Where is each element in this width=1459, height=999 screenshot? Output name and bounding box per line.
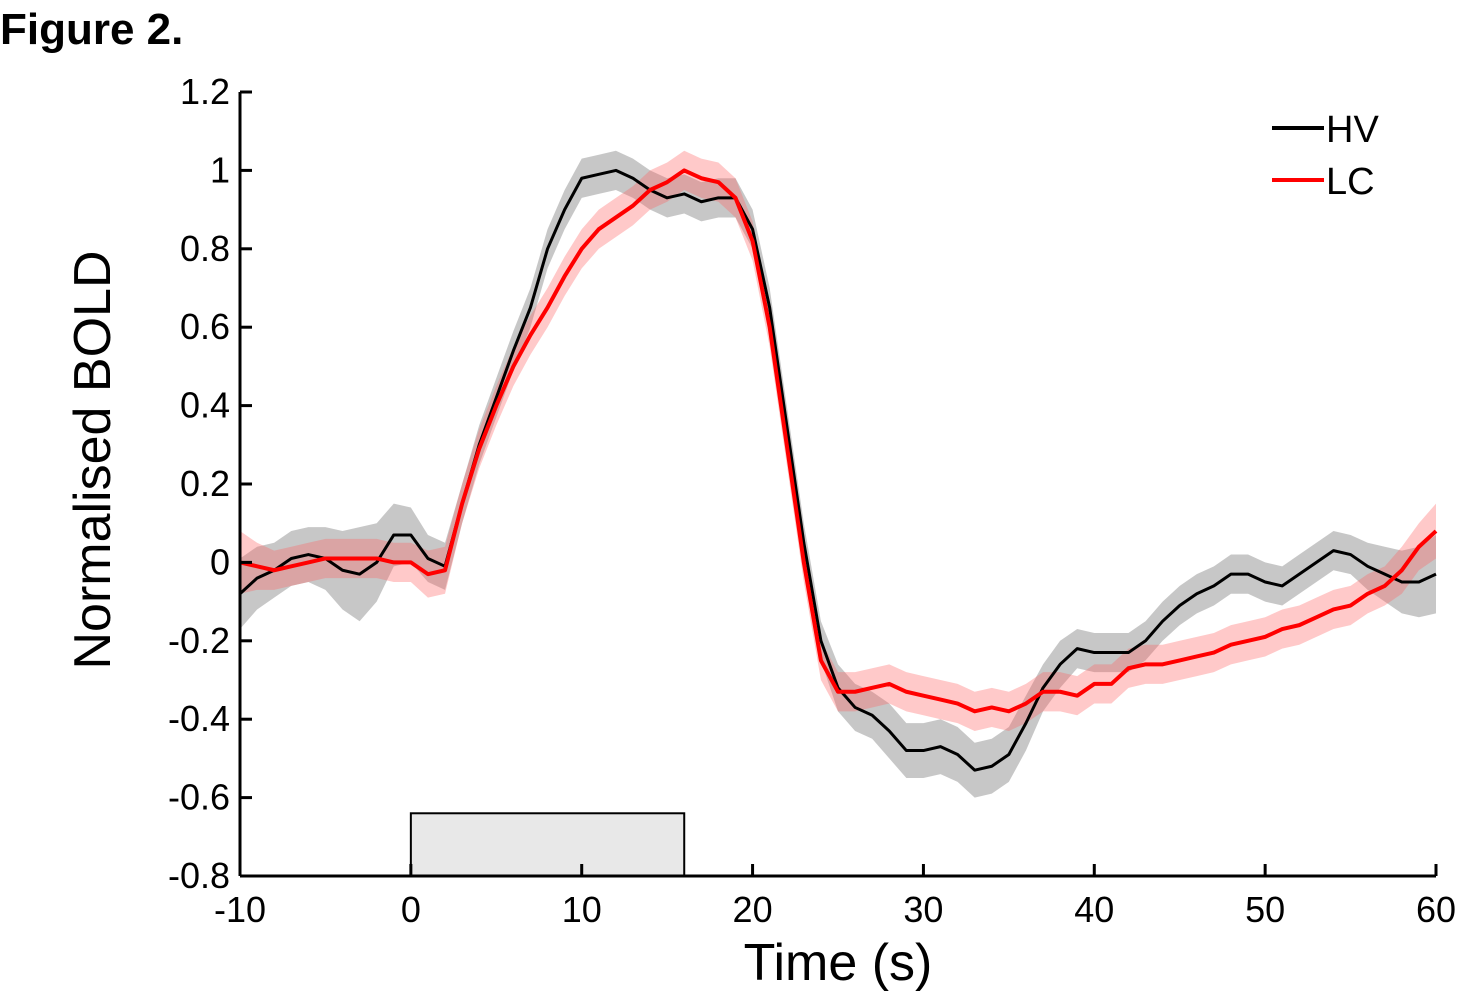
x-tick-label: -10 xyxy=(214,889,266,930)
y-tick-label: -0.4 xyxy=(168,698,230,739)
y-tick-label: 0 xyxy=(210,541,230,582)
error-band xyxy=(240,150,1436,731)
error-band xyxy=(240,150,1436,798)
y-tick-label: 0.2 xyxy=(180,463,230,504)
legend-label: LC xyxy=(1326,161,1375,203)
stimulus-block xyxy=(409,812,686,878)
figure-label: Figure 2. xyxy=(0,5,183,54)
y-tick-label: 0.8 xyxy=(180,228,230,269)
x-axis-label: Time (s) xyxy=(744,934,933,992)
x-tick-label: 30 xyxy=(903,889,943,930)
x-tick-label: 60 xyxy=(1416,889,1456,930)
y-axis-label: Normalised BOLD xyxy=(64,250,122,669)
y-tick-label: -0.8 xyxy=(168,855,230,896)
line xyxy=(239,168,1438,714)
x-tick-label: 0 xyxy=(401,889,421,930)
y-tick-label: 0.6 xyxy=(180,306,230,347)
y-tick-label: 1 xyxy=(210,149,230,190)
y-tick-label: 1.2 xyxy=(180,71,230,112)
y-tick-label: 0.4 xyxy=(180,385,230,426)
y-tick-label: -0.2 xyxy=(168,620,230,661)
x-tick-label: 10 xyxy=(562,889,602,930)
y-tick-label: -0.6 xyxy=(168,777,230,818)
legend-label: HV xyxy=(1326,109,1379,151)
x-tick-label: 50 xyxy=(1245,889,1285,930)
x-tick-label: 40 xyxy=(1074,889,1114,930)
x-tick-label: 20 xyxy=(733,889,773,930)
